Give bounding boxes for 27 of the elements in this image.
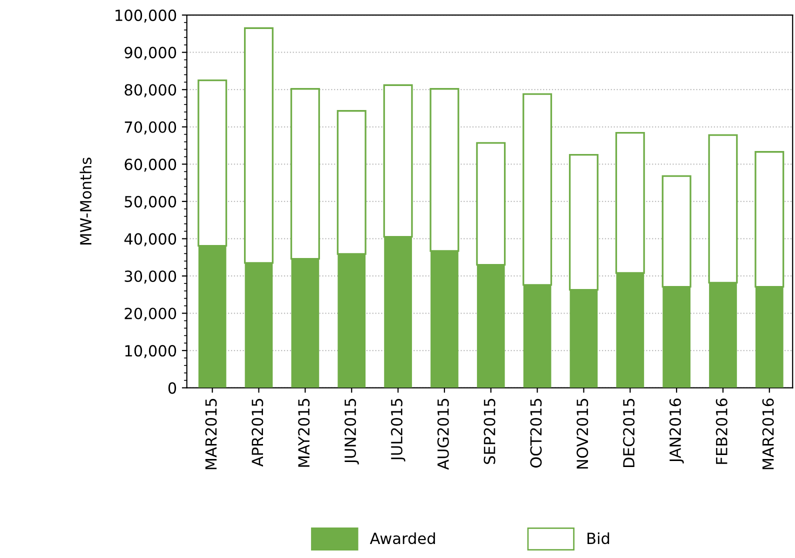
x-tick-label: DEC2015 [623,398,635,467]
x-tick-label: SEP2015 [484,398,496,464]
y-tick-label: 80,000 [124,84,176,98]
legend-label: Awarded [370,532,435,544]
x-tick-label: NOV2015 [576,398,588,469]
y-axis-title: MW-Months [80,158,92,244]
x-tick-label: MAR2015 [205,398,217,470]
x-tick-label: MAY2015 [298,398,310,467]
x-tick-label: FEB2016 [716,398,728,464]
x-tick-label: JUL2015 [390,398,406,462]
y-tick-label: 60,000 [124,158,176,172]
y-tick-label: 10,000 [125,345,176,358]
x-tick-label: MAR2016 [762,398,774,470]
y-tick-label: 70,000 [124,121,176,134]
y-tick-label: 30,000 [124,270,176,284]
x-tick-label: AUG2015 [437,398,449,470]
y-tick-label: 100,000 [116,10,176,23]
x-tick-label: JAN2016 [669,398,684,464]
x-tick-label: OCT2015 [530,398,542,468]
y-tick-label: 90,000 [124,46,176,60]
y-tick-label: 40,000 [124,233,176,246]
y-tick-label: 20,000 [124,308,176,321]
x-tick-label: JUN2015 [344,398,359,464]
legend-label: Bid [588,532,610,544]
y-tick-label: 50,000 [124,196,176,210]
y-tick-label: 0 [168,382,176,394]
x-tick-label: APR2015 [252,398,264,467]
